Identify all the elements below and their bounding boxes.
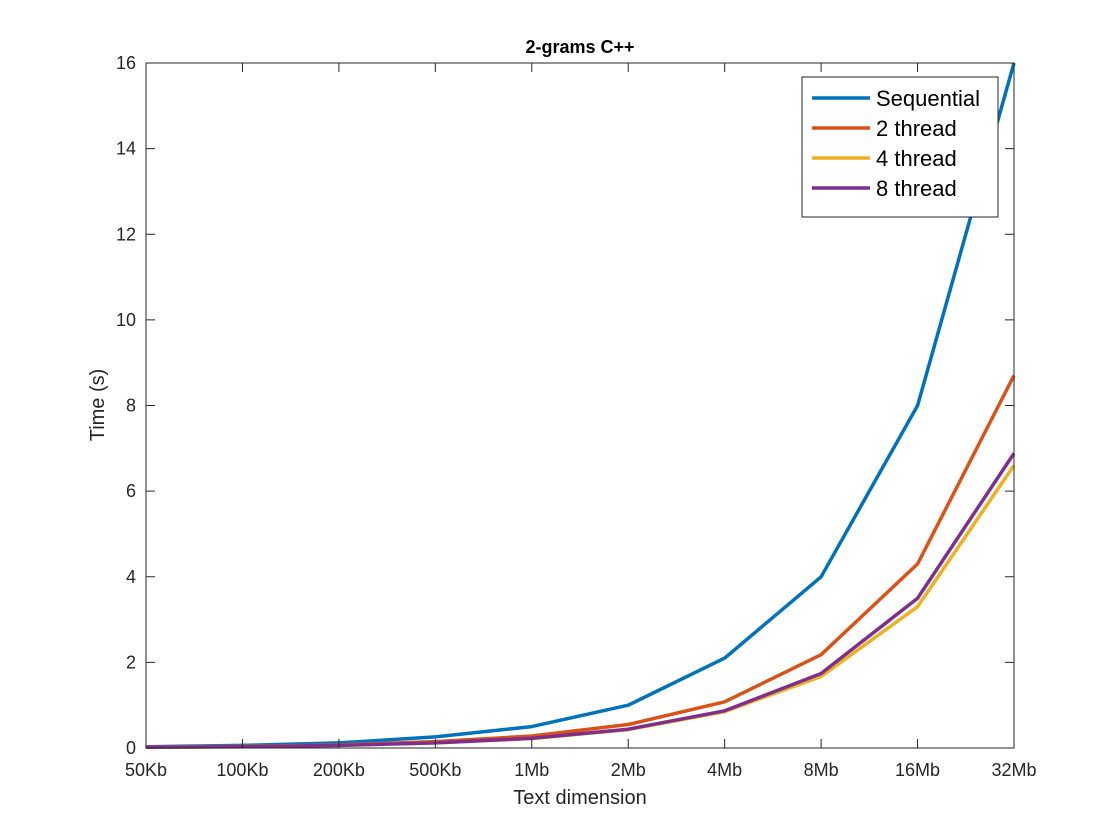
y-tick-label: 10 xyxy=(116,310,136,330)
legend: Sequential 2 thread 4 thread 8 thread xyxy=(801,76,999,218)
y-tick-label: 12 xyxy=(116,224,136,244)
legend-box xyxy=(801,76,999,218)
legend-label-3: 8 thread xyxy=(876,176,957,201)
y-tick-label: 0 xyxy=(126,738,136,758)
y-axis-label: Time (s) xyxy=(87,369,109,442)
x-tick-label: 500Kb xyxy=(409,760,461,780)
x-tick-label: 8Mb xyxy=(804,760,839,780)
x-tick-label: 4Mb xyxy=(707,760,742,780)
x-tick-label: 2Mb xyxy=(611,760,646,780)
y-tick-label: 16 xyxy=(116,53,136,73)
x-tick-label: 1Mb xyxy=(514,760,549,780)
y-tick-label: 2 xyxy=(126,652,136,672)
y-tick-label: 4 xyxy=(126,567,136,587)
y-tick-label: 6 xyxy=(126,481,136,501)
y-tick-label: 14 xyxy=(116,139,136,159)
chart-title: 2-grams C++ xyxy=(525,37,634,57)
x-tick-label: 50Kb xyxy=(125,760,167,780)
x-axis-label: Text dimension xyxy=(513,787,646,809)
series-line-3 xyxy=(145,452,1016,749)
legend-label-0: Sequential xyxy=(876,86,980,111)
series-layer xyxy=(145,62,1016,749)
axes-layer: 50Kb 100Kb 200Kb 500Kb 1Mb 2Mb 4Mb 8Mb 16Mb 32Mb 0… xyxy=(116,53,1037,780)
legend-label-2: 4 thread xyxy=(876,146,957,171)
legend-label-1: 2 thread xyxy=(876,116,957,141)
x-tick-label: 200Kb xyxy=(313,760,365,780)
x-tick-label: 32Mb xyxy=(991,760,1036,780)
y-tick-label: 8 xyxy=(126,396,136,416)
x-tick-label: 16Mb xyxy=(895,760,940,780)
x-tick-label: 100Kb xyxy=(216,760,268,780)
